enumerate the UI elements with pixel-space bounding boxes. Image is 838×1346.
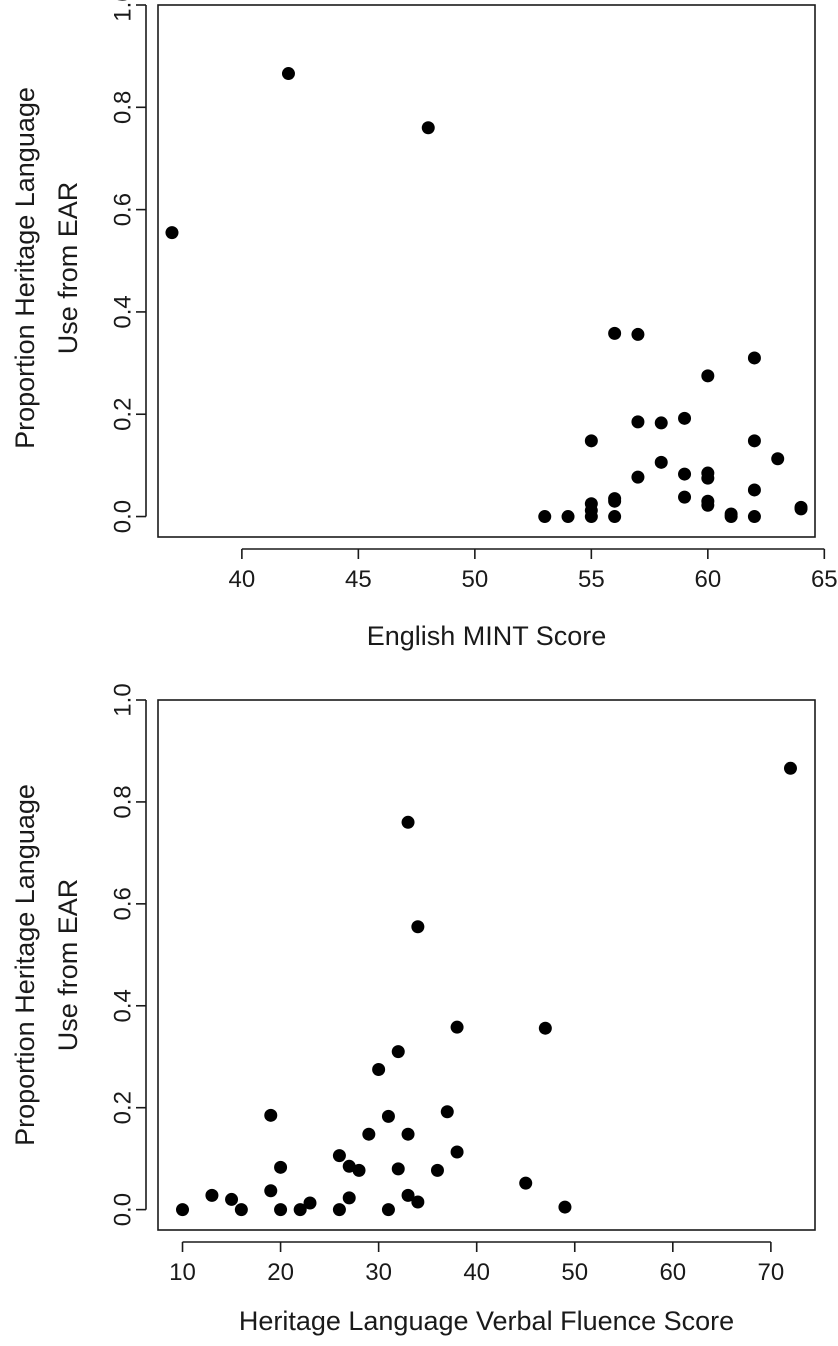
chart-2-data-point xyxy=(303,1196,317,1210)
chart-2-x-axis-title: Heritage Language Verbal Fluence Score xyxy=(239,1306,734,1336)
chart-1-data-point xyxy=(747,351,761,365)
chart-1-data-point xyxy=(747,434,761,448)
chart-2-data-point xyxy=(519,1176,533,1190)
chart-2-y-axis-title-line-1: Proportion Heritage Language xyxy=(10,784,40,1146)
chart-1-y-axis-title-line-2: Use from EAR xyxy=(53,182,83,355)
chart-2-data-point xyxy=(391,1045,405,1059)
chart-2-data-point xyxy=(450,1020,464,1034)
chart-2-data-point xyxy=(342,1191,356,1205)
chart-1-data-point xyxy=(747,483,761,497)
chart-1-x-tick-label: 40 xyxy=(229,566,256,593)
chart-2-data-point xyxy=(538,1021,552,1035)
chart-2-data-point xyxy=(401,815,415,829)
chart-1-y-tick-label: 0.8 xyxy=(110,91,137,124)
chart-1-panel: 40 45 50 55 60 65 0.0 0.2 0.4 0.6 0.8 1.0 English MI… xyxy=(10,0,838,651)
chart-2-data-point xyxy=(176,1203,190,1217)
chart-1-data-point xyxy=(608,494,622,508)
chart-2-data-point xyxy=(401,1127,415,1141)
chart-1-data-point xyxy=(747,510,761,524)
chart-2-x-tick-label: 50 xyxy=(561,1259,588,1286)
chart-1-data-point xyxy=(584,434,598,448)
chart-2-data-point xyxy=(274,1160,288,1174)
chart-2-data-point xyxy=(205,1188,219,1202)
chart-2-y-tick-label: 0.0 xyxy=(110,1193,137,1226)
chart-1-data-point xyxy=(165,226,179,240)
chart-2-y-tick-label: 0.8 xyxy=(110,785,137,818)
chart-2-data-point xyxy=(293,1203,307,1217)
chart-2-data-point xyxy=(440,1105,454,1119)
chart-2-data-point xyxy=(264,1184,278,1198)
chart-1-data-point xyxy=(701,498,715,512)
chart-1-y-tick-label: 0.2 xyxy=(110,398,137,431)
chart-2-x-tick-label: 70 xyxy=(758,1259,785,1286)
chart-2-data-point xyxy=(362,1127,376,1141)
chart-2-y-tick-label: 1.0 xyxy=(110,683,137,716)
chart-1-x-tick-label: 65 xyxy=(811,566,838,593)
chart-2-data-point xyxy=(381,1203,395,1217)
chart-2-data-point xyxy=(450,1145,464,1159)
chart-1-data-point xyxy=(654,455,668,469)
chart-2-panel: 10 20 30 40 50 60 70 0.0 0.2 0.4 0.6 0.8 1.0 Heritage… xyxy=(10,683,816,1336)
chart-2-data-point xyxy=(558,1200,572,1214)
chart-1-data-point xyxy=(678,467,692,481)
chart-2-data-point xyxy=(225,1192,239,1206)
chart-1-x-tick-label: 55 xyxy=(578,566,605,593)
chart-2-data-point xyxy=(391,1162,405,1176)
chart-1-y-tick-label: 0.0 xyxy=(110,500,137,533)
chart-2-y-tick-label: 0.4 xyxy=(110,989,137,1022)
chart-2-y-tick-label: 0.6 xyxy=(110,887,137,920)
chart-2-x-tick-label: 20 xyxy=(267,1259,294,1286)
chart-2-data-point xyxy=(332,1203,346,1217)
chart-1-data-point xyxy=(608,326,622,340)
chart-1-data-point xyxy=(538,510,552,524)
chart-1-x-axis-title: English MINT Score xyxy=(367,621,607,651)
chart-2-x-tick-label: 60 xyxy=(659,1259,686,1286)
chart-1-data-point xyxy=(678,490,692,504)
chart-1-data-point xyxy=(421,121,435,135)
chart-1-x-tick-label: 50 xyxy=(461,566,488,593)
chart-2-data-point xyxy=(342,1159,356,1173)
chart-1-data-point xyxy=(584,510,598,524)
chart-1-y-tick-label: 1.0 xyxy=(110,0,137,22)
chart-1-data-point xyxy=(631,470,645,484)
chart-1-data-point xyxy=(281,67,295,81)
chart-1-y-axis-title-line-1: Proportion Heritage Language xyxy=(10,87,40,449)
chart-1-data-point xyxy=(561,510,575,524)
chart-2-data-point xyxy=(411,1195,425,1209)
chart-1-data-point xyxy=(701,369,715,383)
chart-1-data-point xyxy=(631,327,645,341)
chart-1-x-tick-label: 45 xyxy=(345,566,372,593)
chart-2-data-point xyxy=(372,1062,386,1076)
chart-2-data-point xyxy=(430,1163,444,1177)
chart-1-data-point xyxy=(771,452,785,466)
chart-1-data-point xyxy=(794,502,808,516)
chart-1-data-point xyxy=(724,510,738,524)
chart-2-x-tick-label: 40 xyxy=(463,1259,490,1286)
chart-2-y-tick-label: 0.2 xyxy=(110,1091,137,1124)
chart-2-data-point xyxy=(381,1109,395,1123)
chart-2-data-point xyxy=(264,1108,278,1122)
chart-2-data-point xyxy=(332,1149,346,1163)
chart-2-data-point xyxy=(274,1203,288,1217)
chart-2-x-tick-label: 30 xyxy=(365,1259,392,1286)
chart-2-data-point xyxy=(234,1203,248,1217)
chart-1-data-point xyxy=(678,411,692,425)
chart-2-plot-frame xyxy=(157,699,816,1231)
chart-1-y-tick-label: 0.6 xyxy=(110,193,137,226)
chart-1-plot-frame xyxy=(157,4,816,538)
chart-1-data-point xyxy=(701,471,715,485)
chart-2-data-point xyxy=(783,761,797,775)
chart-2-data-point xyxy=(401,1188,415,1202)
chart-1-data-point xyxy=(608,510,622,524)
chart-2-x-tick-label: 10 xyxy=(169,1259,196,1286)
chart-1-x-tick-label: 60 xyxy=(694,566,721,593)
chart-2-data-point xyxy=(411,920,425,934)
chart-1-y-tick-label: 0.4 xyxy=(110,295,137,328)
chart-1-data-point xyxy=(631,415,645,429)
chart-2-y-axis-title-line-2: Use from EAR xyxy=(53,879,83,1052)
chart-1-data-point xyxy=(654,416,668,430)
chart-2-data-point xyxy=(352,1163,366,1177)
